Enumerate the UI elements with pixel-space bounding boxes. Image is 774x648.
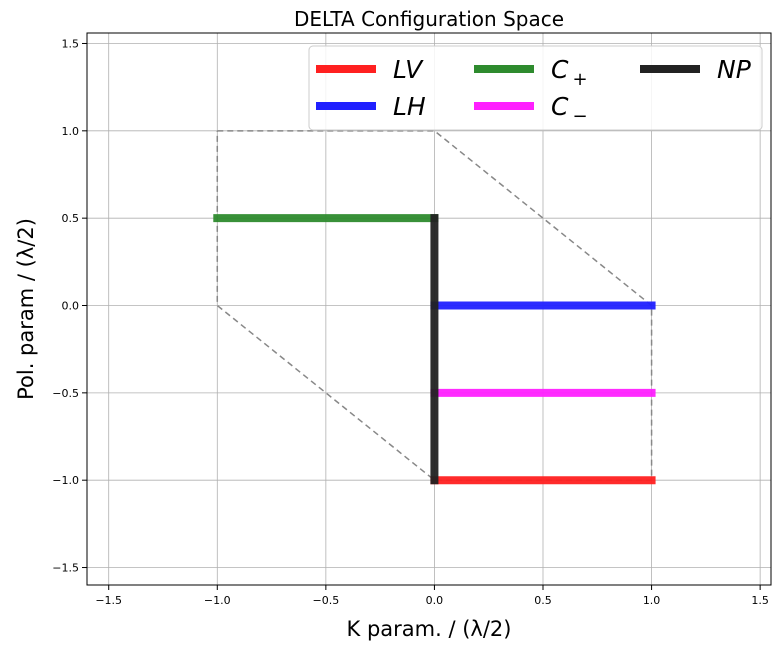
y-tick-label: 1.5 <box>62 37 80 50</box>
x-tick-label: 0.0 <box>426 594 444 607</box>
y-tick-label: 0.5 <box>62 212 80 225</box>
x-tick-label: −1.5 <box>95 594 122 607</box>
x-tick-label: 0.5 <box>534 594 552 607</box>
y-tick-label: −1.0 <box>52 474 79 487</box>
legend-label-main: C <box>551 55 569 84</box>
y-axis-label: Pol. param / (λ/2) <box>14 218 38 400</box>
legend-label-NP: NP <box>717 55 752 84</box>
x-tick-label: −0.5 <box>312 594 339 607</box>
y-tick-label: 1.0 <box>62 125 80 138</box>
y-tick-label: 0.0 <box>62 300 80 313</box>
x-tick-label: −1.0 <box>204 594 231 607</box>
x-tick-label: 1.0 <box>643 594 661 607</box>
legend-label-LV: LV <box>393 55 424 84</box>
legend-label-LH: LH <box>393 92 426 121</box>
chart-title: DELTA Configuration Space <box>294 7 564 31</box>
axes-frame <box>86 32 772 586</box>
legend-label-subscript: − <box>572 106 587 127</box>
y-ticks: −1.5 −1.0 −0.5 0.0 0.5 1.0 1.5 <box>52 37 87 575</box>
series-lines <box>213 214 656 485</box>
legend-label-main: LH <box>393 92 426 121</box>
legend-label-main: NP <box>717 55 752 84</box>
x-tick-label: 1.5 <box>751 594 769 607</box>
y-tick-label: −0.5 <box>52 387 79 400</box>
legend-label-C−: C − <box>551 92 588 127</box>
x-axis-label: K param. / (λ/2) <box>347 617 512 641</box>
y-tick-label: −1.5 <box>52 562 79 575</box>
legend-label-subscript: + <box>572 69 587 90</box>
legend-label-main: LV <box>393 55 424 84</box>
x-ticks: −1.5 −1.0 −0.5 0.0 0.5 1.0 1.5 <box>95 585 769 607</box>
legend-label-main: C <box>551 92 569 121</box>
legend-box <box>308 45 763 131</box>
legend-label-C+: C + <box>551 55 588 90</box>
